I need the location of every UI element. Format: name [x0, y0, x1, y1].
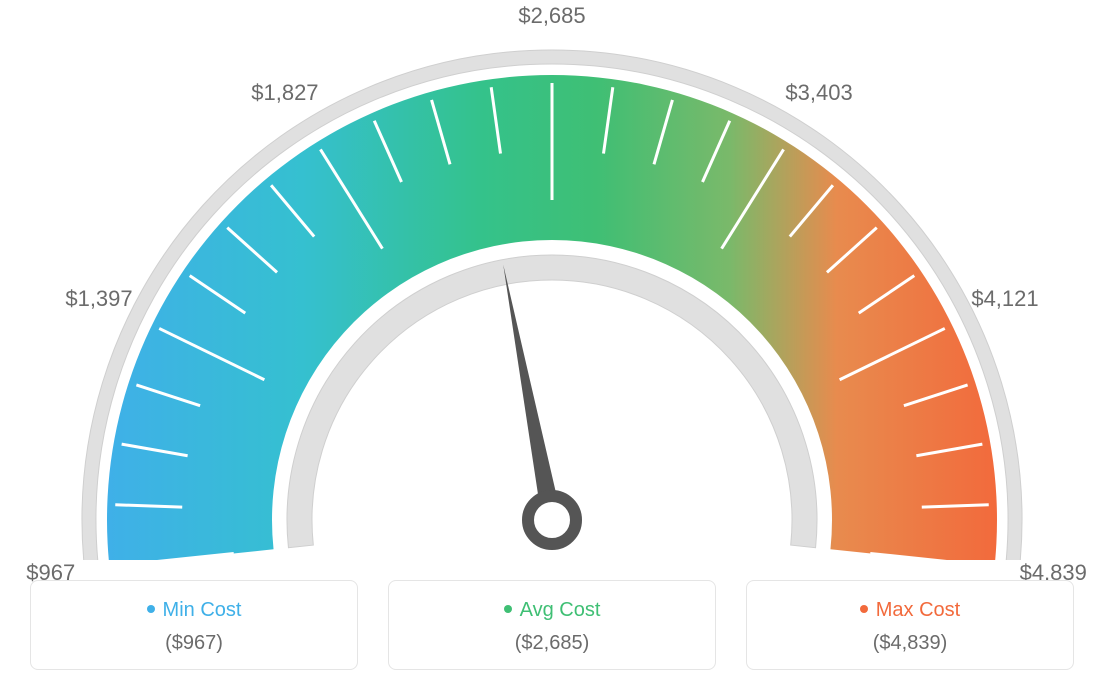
avg-cost-label: Avg Cost [399, 599, 705, 622]
gauge-tick-label: $2,685 [518, 3, 585, 29]
min-cost-card: Min Cost ($967) [30, 580, 358, 670]
min-cost-label: Min Cost [41, 599, 347, 622]
avg-cost-label-text: Avg Cost [520, 599, 601, 621]
gauge-tick-label: $1,397 [65, 286, 132, 312]
max-cost-label: Max Cost [757, 599, 1063, 622]
gauge-tick-label: $3,403 [785, 80, 852, 106]
avg-cost-dot-icon [504, 605, 512, 613]
gauge-tick-label: $1,827 [251, 80, 318, 106]
gauge-tick-label: $4,121 [971, 286, 1038, 312]
min-cost-label-text: Min Cost [163, 599, 242, 621]
avg-cost-value: ($2,685) [399, 632, 705, 655]
cost-summary-cards: Min Cost ($967) Avg Cost ($2,685) Max Co… [30, 580, 1074, 670]
max-cost-card: Max Cost ($4,839) [746, 580, 1074, 670]
max-cost-value: ($4,839) [757, 632, 1063, 655]
min-cost-value: ($967) [41, 632, 347, 655]
min-cost-dot-icon [147, 605, 155, 613]
cost-gauge: $967$1,397$1,827$2,685$3,403$4,121$4,839 [0, 0, 1104, 560]
max-cost-label-text: Max Cost [876, 599, 960, 621]
max-cost-dot-icon [860, 605, 868, 613]
avg-cost-card: Avg Cost ($2,685) [388, 580, 716, 670]
